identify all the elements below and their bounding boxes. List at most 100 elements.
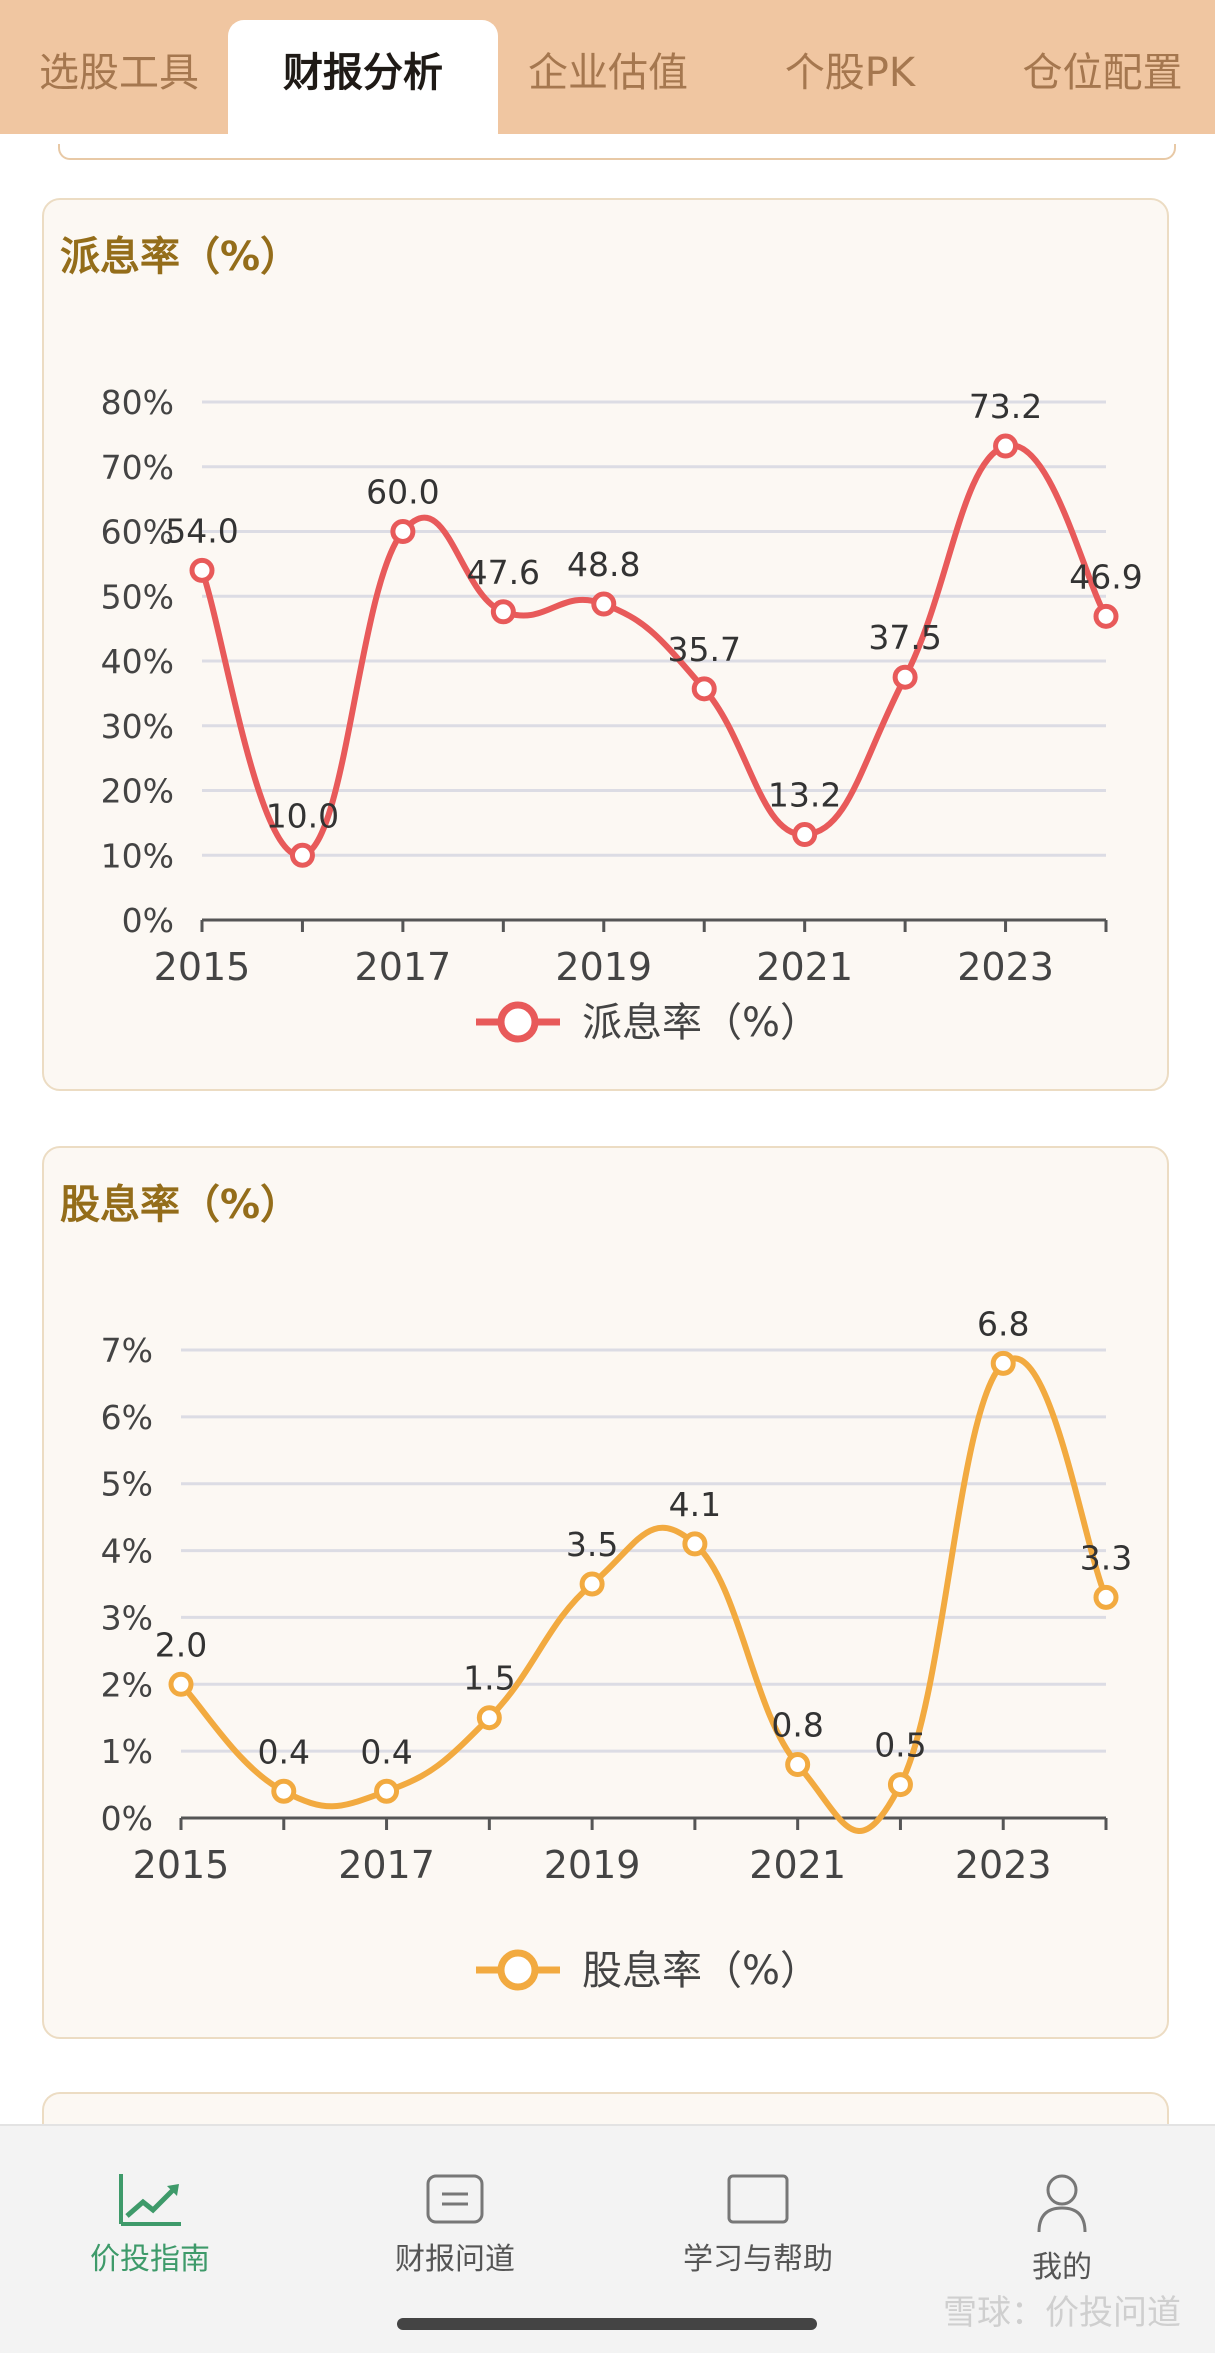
data-label: 3.5 — [566, 1525, 618, 1564]
series-line — [199, 442, 1109, 859]
tab-stock-picker[interactable]: 选股工具 — [39, 50, 199, 96]
nav-learning-help[interactable]: 学习与帮助 — [648, 2170, 868, 2278]
data-point[interactable] — [579, 1571, 605, 1597]
y-tick-label: 4% — [101, 1532, 153, 1571]
x-tick-label: 2021 — [749, 1843, 846, 1887]
legend-label: 股息率（%） — [582, 1948, 820, 1994]
tab-financial-analysis[interactable]: 财报分析 — [228, 20, 498, 134]
next-card-edge — [42, 2092, 1169, 2124]
data-point[interactable] — [476, 1705, 502, 1731]
book-icon — [727, 2174, 789, 2224]
payout-ratio-card: 派息率（%） 0% 10% 20% 30% 40% 50% 60% 70% 80% 2015 201… — [42, 198, 1169, 1091]
x-tick-label: 2023 — [955, 1843, 1052, 1887]
legend[interactable]: 股息率（%） — [476, 1948, 820, 1994]
y-tick-label: 50% — [101, 577, 174, 616]
data-label: 13.2 — [768, 776, 841, 815]
y-tick-label: 80% — [101, 383, 174, 422]
y-tick-label: 2% — [101, 1665, 153, 1704]
bottom-nav: 价投指南 财报问道 学习与帮助 我的 — [0, 2124, 1215, 2353]
data-label: 6.8 — [977, 1304, 1029, 1343]
nav-financial-qa[interactable]: 财报问道 — [345, 2170, 565, 2278]
y-tick-label: 60% — [101, 513, 174, 552]
data-label: 54.0 — [165, 511, 238, 550]
data-label: 0.4 — [360, 1732, 412, 1771]
data-label: 60.0 — [366, 473, 439, 512]
data-point[interactable] — [374, 1778, 400, 1804]
data-label: 0.5 — [874, 1726, 926, 1765]
y-tick-label: 0% — [101, 1799, 153, 1838]
y-tick-label: 30% — [101, 707, 174, 746]
data-point[interactable] — [1093, 1584, 1119, 1610]
data-point[interactable] — [390, 519, 416, 544]
document-icon — [426, 2174, 484, 2224]
data-label: 35.7 — [667, 630, 740, 669]
data-label: 1.5 — [463, 1659, 515, 1698]
payout-ratio-title: 派息率（%） — [60, 234, 301, 280]
content-area[interactable]: 派息率（%） 0% 10% 20% 30% 40% 50% 60% 70% 80% 2015 201… — [0, 134, 1215, 2124]
nav-value-guide[interactable]: 价投指南 — [40, 2170, 260, 2278]
tab-valuation[interactable]: 企业估值 — [528, 50, 688, 96]
data-label: 2.0 — [155, 1625, 207, 1664]
data-point[interactable] — [887, 1772, 913, 1798]
y-tick-label: 10% — [101, 836, 174, 875]
x-tick-label: 2017 — [355, 945, 452, 989]
data-point[interactable] — [892, 664, 918, 690]
data-point[interactable] — [792, 822, 818, 848]
x-tick-label: 2019 — [544, 1843, 641, 1887]
y-tick-label: 20% — [101, 772, 174, 811]
x-tick-label: 2015 — [154, 945, 251, 989]
nav-label-learning-help: 学习与帮助 — [683, 2242, 833, 2277]
dividend-yield-card: 股息率（%） 0% 1% 2% 3% 4% 5% 6% 7% 2015 2017 2019 2021 2… — [42, 1146, 1169, 2039]
data-label: 3.3 — [1080, 1538, 1132, 1577]
data-label: 10.0 — [266, 796, 339, 835]
tab-stock-pk[interactable]: 个股PK — [784, 50, 916, 96]
tab-position[interactable]: 仓位配置 — [1022, 50, 1183, 96]
series-line — [178, 1355, 1109, 1834]
y-tick-label: 70% — [101, 448, 174, 487]
legend-marker — [497, 1001, 539, 1043]
payout-ratio-chart: 0% 10% 20% 30% 40% 50% 60% 70% 80% 2015 2017 2019 20… — [101, 383, 1143, 1046]
data-point[interactable] — [993, 433, 1019, 459]
top-tab-bar: 选股工具 财报分析 企业估值 个股PK 仓位配置 — [0, 0, 1215, 134]
data-point[interactable] — [271, 1778, 297, 1804]
data-point[interactable] — [490, 599, 516, 625]
y-tick-label: 7% — [101, 1331, 153, 1370]
nav-me[interactable]: 我的 — [952, 2170, 1172, 2286]
data-label: 4.1 — [669, 1485, 721, 1524]
x-tick-label: 2019 — [555, 945, 652, 989]
data-point[interactable] — [682, 1531, 708, 1557]
data-point[interactable] — [591, 591, 617, 617]
data-label: 48.8 — [567, 545, 640, 584]
user-icon — [1037, 2174, 1087, 2233]
data-point[interactable] — [990, 1350, 1016, 1376]
data-point[interactable] — [289, 842, 315, 868]
data-label: 73.2 — [969, 387, 1042, 426]
watermark: 雪球：价投问道 — [943, 2293, 1181, 2333]
data-point[interactable] — [785, 1752, 811, 1778]
x-tick-label: 2021 — [756, 945, 853, 989]
y-tick-label: 5% — [101, 1465, 153, 1504]
x-tick-label: 2017 — [338, 1843, 435, 1887]
data-point[interactable] — [168, 1671, 194, 1697]
nav-label-me: 我的 — [1032, 2250, 1092, 2285]
home-indicator[interactable] — [397, 2318, 817, 2330]
y-tick-label: 3% — [101, 1598, 153, 1637]
nav-label-financial-qa: 财报问道 — [395, 2242, 515, 2277]
nav-label-value-guide: 价投指南 — [90, 2242, 210, 2277]
data-point[interactable] — [1093, 603, 1119, 629]
legend[interactable]: 派息率（%） — [476, 1000, 820, 1046]
data-label: 0.8 — [771, 1706, 823, 1745]
chart-trend-icon — [119, 2174, 181, 2226]
data-point[interactable] — [691, 676, 717, 702]
previous-card-edge — [58, 144, 1176, 160]
y-tick-label: 40% — [101, 642, 174, 681]
legend-label: 派息率（%） — [582, 1000, 820, 1046]
y-tick-label: 6% — [101, 1398, 153, 1437]
y-tick-label: 1% — [101, 1732, 153, 1771]
data-point[interactable] — [189, 557, 215, 583]
y-tick-label: 0% — [122, 901, 174, 940]
data-label: 37.5 — [868, 618, 941, 657]
data-label: 46.9 — [1069, 557, 1142, 596]
dividend-yield-chart: 0% 1% 2% 3% 4% 5% 6% 7% 2015 2017 2019 2021 2023 2.0 0… — [101, 1304, 1133, 1994]
legend-marker — [497, 1949, 539, 1991]
